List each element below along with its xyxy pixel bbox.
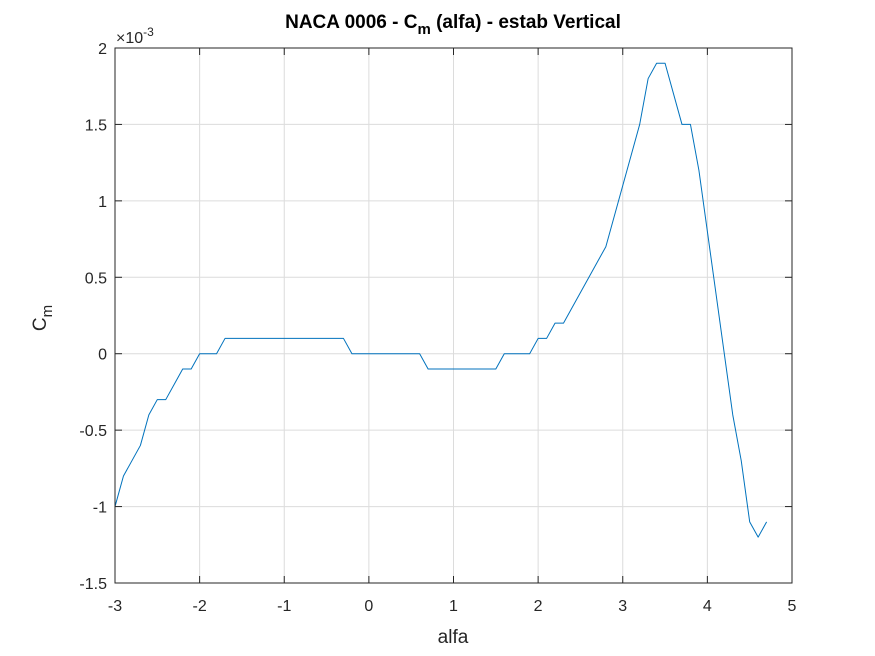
y-axis-label: Cm [30, 305, 56, 331]
x-axis-label: alfa [438, 627, 469, 648]
y-tick-label: 1.5 [85, 117, 107, 134]
y-tick-label: 2 [98, 41, 107, 58]
x-tick-label: 0 [364, 598, 373, 615]
y-tick-label: 1 [98, 194, 107, 211]
x-tick-label: 3 [618, 598, 627, 615]
y-tick-label: -1 [93, 500, 107, 517]
x-tick-label: 5 [788, 598, 797, 615]
chart-title: NACA 0006 - Cm (alfa) - estab Vertical [285, 12, 621, 38]
x-tick-label: -2 [193, 598, 207, 615]
cm-series-line [114, 62, 768, 538]
y-tick-label: 0.5 [85, 270, 107, 287]
y-tick-label: -1.5 [79, 576, 107, 593]
y-tick-label: -0.5 [79, 423, 107, 440]
x-tick-label: 2 [534, 598, 543, 615]
x-tick-label: 1 [449, 598, 458, 615]
x-tick-labels: -3 -2 -1 0 1 2 3 4 5 [108, 598, 797, 615]
axis-ticks [114, 47, 793, 584]
x-tick-label: 4 [703, 598, 712, 615]
y-tick-label: 0 [98, 347, 107, 364]
x-tick-label: -3 [108, 598, 122, 615]
y-tick-labels: -1.5 -1 -0.5 0 0.5 1 1.5 2 [79, 41, 107, 593]
y-exponent-label: ×10-3 [116, 25, 154, 47]
x-tick-label: -1 [277, 598, 291, 615]
